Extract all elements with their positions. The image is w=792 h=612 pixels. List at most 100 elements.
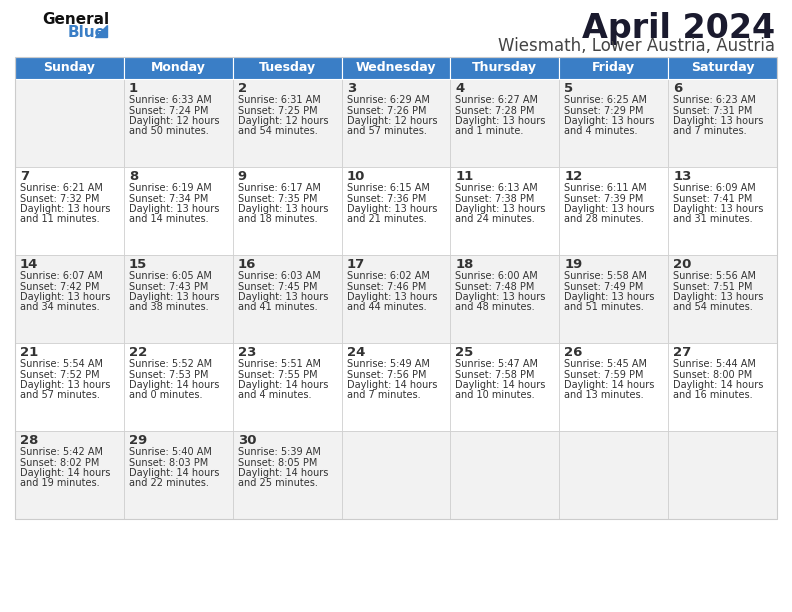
Bar	[341, 255, 451, 343]
Bar	[341, 431, 451, 519]
Text: Sunset: 7:28 PM: Sunset: 7:28 PM	[455, 105, 535, 116]
Text: Sunrise: 5:51 AM: Sunrise: 5:51 AM	[238, 359, 321, 369]
Text: Sunset: 7:42 PM: Sunset: 7:42 PM	[20, 282, 100, 291]
Text: Sunrise: 6:11 AM: Sunrise: 6:11 AM	[564, 183, 647, 193]
Text: Sunrise: 5:39 AM: Sunrise: 5:39 AM	[238, 447, 321, 457]
Bar	[341, 343, 451, 431]
Bar	[233, 79, 341, 167]
Bar	[233, 167, 341, 255]
Text: Sunrise: 6:03 AM: Sunrise: 6:03 AM	[238, 271, 321, 281]
Text: and 10 minutes.: and 10 minutes.	[455, 390, 535, 400]
Text: Sunset: 7:35 PM: Sunset: 7:35 PM	[238, 193, 318, 204]
Bar	[15, 57, 777, 519]
Bar	[668, 57, 777, 79]
Text: Friday: Friday	[592, 61, 635, 75]
Text: 4: 4	[455, 82, 465, 95]
Text: Sunrise: 5:42 AM: Sunrise: 5:42 AM	[20, 447, 103, 457]
Text: Daylight: 14 hours: Daylight: 14 hours	[238, 468, 328, 478]
Text: and 16 minutes.: and 16 minutes.	[673, 390, 752, 400]
Bar	[124, 167, 233, 255]
Text: Sunrise: 6:00 AM: Sunrise: 6:00 AM	[455, 271, 539, 281]
Text: 9: 9	[238, 170, 247, 183]
Text: Saturday: Saturday	[691, 61, 754, 75]
Text: Wiesmath, Lower Austria, Austria: Wiesmath, Lower Austria, Austria	[498, 37, 775, 55]
Text: 22: 22	[129, 346, 147, 359]
Text: and 11 minutes.: and 11 minutes.	[20, 214, 100, 225]
Text: 30: 30	[238, 434, 257, 447]
Text: Sunset: 7:48 PM: Sunset: 7:48 PM	[455, 282, 535, 291]
Text: 2: 2	[238, 82, 247, 95]
Bar	[668, 255, 777, 343]
Text: Sunrise: 6:27 AM: Sunrise: 6:27 AM	[455, 95, 539, 105]
Text: 16: 16	[238, 258, 256, 271]
Text: and 54 minutes.: and 54 minutes.	[673, 302, 753, 313]
Bar	[668, 431, 777, 519]
Text: and 38 minutes.: and 38 minutes.	[129, 302, 208, 313]
Text: Sunset: 7:49 PM: Sunset: 7:49 PM	[564, 282, 644, 291]
Text: and 44 minutes.: and 44 minutes.	[347, 302, 426, 313]
Text: Daylight: 13 hours: Daylight: 13 hours	[347, 204, 437, 214]
Text: and 7 minutes.: and 7 minutes.	[673, 127, 747, 136]
Text: 20: 20	[673, 258, 691, 271]
Text: Daylight: 13 hours: Daylight: 13 hours	[20, 204, 110, 214]
Text: Sunset: 7:31 PM: Sunset: 7:31 PM	[673, 105, 752, 116]
Text: and 13 minutes.: and 13 minutes.	[564, 390, 644, 400]
Bar	[233, 57, 341, 79]
Text: Sunrise: 6:13 AM: Sunrise: 6:13 AM	[455, 183, 539, 193]
Text: Sunset: 7:25 PM: Sunset: 7:25 PM	[238, 105, 318, 116]
Text: Tuesday: Tuesday	[258, 61, 316, 75]
Text: Sunset: 7:52 PM: Sunset: 7:52 PM	[20, 370, 100, 379]
Text: and 18 minutes.: and 18 minutes.	[238, 214, 318, 225]
Text: Sunrise: 5:45 AM: Sunrise: 5:45 AM	[564, 359, 647, 369]
Bar	[451, 431, 559, 519]
Text: and 34 minutes.: and 34 minutes.	[20, 302, 100, 313]
Bar	[451, 167, 559, 255]
Text: and 50 minutes.: and 50 minutes.	[129, 127, 208, 136]
Text: Sunrise: 6:29 AM: Sunrise: 6:29 AM	[347, 95, 429, 105]
Text: Sunrise: 6:02 AM: Sunrise: 6:02 AM	[347, 271, 429, 281]
Text: 11: 11	[455, 170, 474, 183]
Bar	[451, 255, 559, 343]
Text: and 25 minutes.: and 25 minutes.	[238, 479, 318, 488]
Text: Sunset: 7:56 PM: Sunset: 7:56 PM	[347, 370, 426, 379]
Text: Sunset: 7:58 PM: Sunset: 7:58 PM	[455, 370, 535, 379]
Text: Daylight: 13 hours: Daylight: 13 hours	[455, 204, 546, 214]
Bar	[668, 343, 777, 431]
Text: Daylight: 13 hours: Daylight: 13 hours	[347, 292, 437, 302]
Bar	[451, 57, 559, 79]
Text: and 54 minutes.: and 54 minutes.	[238, 127, 318, 136]
Text: and 28 minutes.: and 28 minutes.	[564, 214, 644, 225]
Text: Daylight: 13 hours: Daylight: 13 hours	[673, 204, 763, 214]
Text: Sunset: 7:32 PM: Sunset: 7:32 PM	[20, 193, 100, 204]
Text: 15: 15	[129, 258, 147, 271]
Bar	[341, 79, 451, 167]
Bar	[341, 167, 451, 255]
Text: and 4 minutes.: and 4 minutes.	[238, 390, 311, 400]
Text: Daylight: 13 hours: Daylight: 13 hours	[238, 292, 328, 302]
Text: Sunset: 7:45 PM: Sunset: 7:45 PM	[238, 282, 318, 291]
Text: Daylight: 13 hours: Daylight: 13 hours	[129, 204, 219, 214]
Bar	[559, 167, 668, 255]
Text: Sunset: 7:34 PM: Sunset: 7:34 PM	[129, 193, 208, 204]
Text: and 31 minutes.: and 31 minutes.	[673, 214, 752, 225]
Text: Blue: Blue	[68, 25, 106, 40]
Text: 18: 18	[455, 258, 474, 271]
Text: Daylight: 13 hours: Daylight: 13 hours	[564, 204, 655, 214]
Text: 8: 8	[129, 170, 138, 183]
Text: Daylight: 13 hours: Daylight: 13 hours	[20, 292, 110, 302]
Text: Sunrise: 6:17 AM: Sunrise: 6:17 AM	[238, 183, 321, 193]
Text: Daylight: 13 hours: Daylight: 13 hours	[129, 292, 219, 302]
Text: 3: 3	[347, 82, 356, 95]
Bar	[124, 57, 233, 79]
Text: and 41 minutes.: and 41 minutes.	[238, 302, 318, 313]
Text: Sunrise: 6:33 AM: Sunrise: 6:33 AM	[129, 95, 211, 105]
Text: 24: 24	[347, 346, 365, 359]
Text: Sunrise: 6:05 AM: Sunrise: 6:05 AM	[129, 271, 211, 281]
Polygon shape	[95, 25, 107, 37]
Text: Sunset: 7:43 PM: Sunset: 7:43 PM	[129, 282, 208, 291]
Bar	[124, 343, 233, 431]
Bar	[124, 255, 233, 343]
Text: Daylight: 13 hours: Daylight: 13 hours	[455, 292, 546, 302]
Text: Daylight: 13 hours: Daylight: 13 hours	[20, 380, 110, 390]
Text: Daylight: 13 hours: Daylight: 13 hours	[564, 292, 655, 302]
